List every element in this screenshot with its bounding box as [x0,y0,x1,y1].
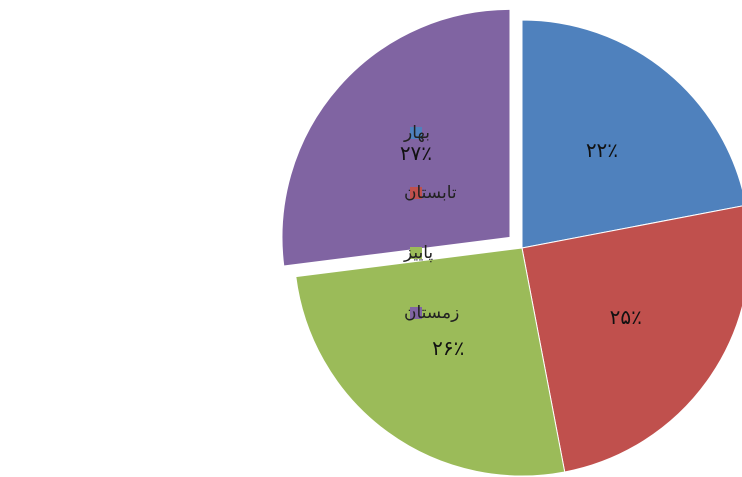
pie-slice [521,19,742,249]
legend-swatch [410,247,422,259]
legend-swatch [410,127,422,139]
pie-slice [295,247,566,477]
pie-slice [521,205,742,473]
value-label: ۲۷٪ [400,141,432,165]
value-label: ۲۲٪ [586,138,618,162]
pie-slice [281,8,511,267]
legend-label: پاییز [403,243,433,263]
legend-label: بهار [403,123,430,143]
legend-label: زمستان [404,303,459,323]
value-label: ۲۶٪ [432,336,464,360]
legend-swatch [410,187,422,199]
legend-swatch [410,307,422,319]
legend-label: تابستان [404,183,457,203]
value-label: ۲۵٪ [610,305,642,329]
